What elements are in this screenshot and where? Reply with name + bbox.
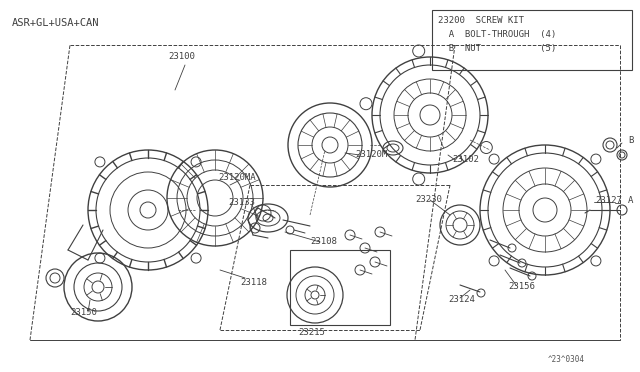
Text: 23102: 23102 — [452, 155, 479, 164]
Text: ASR+GL+USA+CAN: ASR+GL+USA+CAN — [12, 18, 99, 28]
Text: 23100: 23100 — [168, 52, 195, 61]
Text: 23120M: 23120M — [355, 150, 387, 159]
Bar — [290, 250, 390, 325]
Text: 23230: 23230 — [415, 195, 442, 204]
Bar — [432, 10, 632, 70]
Text: 23120MA: 23120MA — [218, 173, 255, 182]
Text: 23124: 23124 — [448, 295, 475, 304]
Text: 23150: 23150 — [70, 308, 97, 317]
Text: A: A — [628, 196, 634, 205]
Text: 23156: 23156 — [508, 282, 535, 291]
Text: 23133: 23133 — [228, 198, 255, 207]
Text: 23200  SCREW KIT: 23200 SCREW KIT — [438, 16, 524, 25]
Text: B: B — [628, 135, 634, 144]
Text: B  NUT           (5): B NUT (5) — [438, 44, 556, 53]
Text: ^23^0304: ^23^0304 — [548, 355, 585, 364]
Text: 23118: 23118 — [240, 278, 267, 287]
Text: 23215: 23215 — [299, 328, 325, 337]
Text: 23108: 23108 — [310, 237, 337, 246]
Text: A  BOLT-THROUGH  (4): A BOLT-THROUGH (4) — [438, 30, 556, 39]
Text: 23127: 23127 — [595, 196, 622, 205]
